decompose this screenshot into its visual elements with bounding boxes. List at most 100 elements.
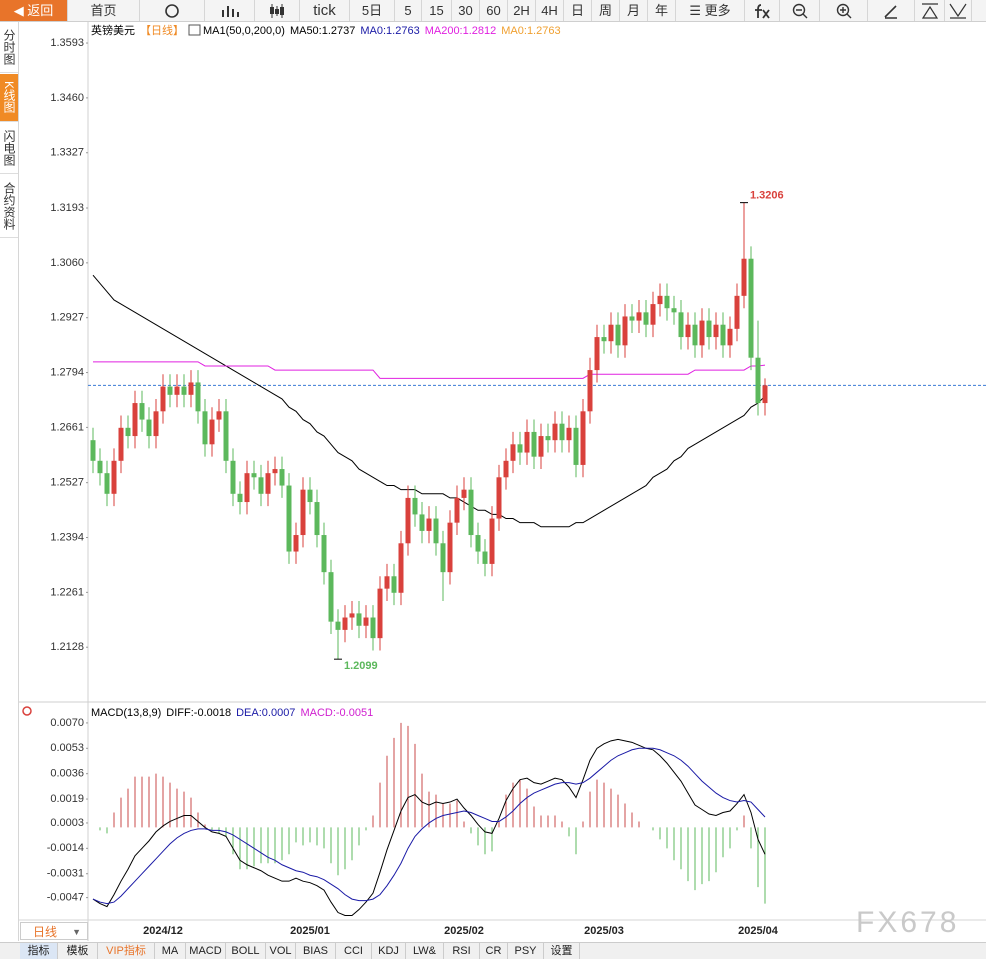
y-tick-label: 1.3193 [50,202,84,214]
period-button[interactable]: 日 [564,0,592,21]
period-button[interactable]: 周 [592,0,620,21]
x-tick-label: 2025/01 [290,925,330,937]
draw-button[interactable] [868,0,915,21]
candle-body [734,295,740,329]
side-tab[interactable]: 合约资料 [0,175,18,238]
icon [792,3,807,19]
back-button[interactable]: ◀ 返回 [0,0,68,21]
candle-body [223,411,229,461]
period-button[interactable]: 4H [536,0,564,21]
candle-body [552,423,558,441]
ma-line [93,361,766,379]
tab[interactable]: 指标 [20,943,58,959]
period-select[interactable]: 日线 ▼ [20,922,88,940]
candle-body [475,535,481,552]
tab[interactable]: RSI [444,943,480,959]
tool-button[interactable] [972,0,986,21]
candle-body [685,324,691,338]
tab[interactable]: LW& [406,943,444,959]
candle-body [503,460,509,478]
formula-button[interactable] [745,0,780,21]
label: ◀ [13,3,28,18]
tab[interactable]: VIP指标 [98,943,155,959]
period-button[interactable]: 年 [648,0,676,21]
x-tick-label: 2024/12 [143,925,183,937]
candle-body [104,473,110,494]
zoom-out[interactable] [780,0,820,21]
tab[interactable]: MACD [186,943,226,959]
candle-body [279,469,285,486]
y-tick-label: 0.0019 [50,793,84,805]
more-button[interactable]: ☰ 更多 [676,0,745,21]
period-button[interactable]: 2H [508,0,536,21]
candle-body [209,419,215,445]
high-label: 1.3206 [750,190,784,202]
candle-body [216,411,222,420]
y-tick-label: 1.2394 [50,531,84,543]
candle-body [195,382,201,412]
tab[interactable]: 模板 [58,943,98,959]
tool-button[interactable] [945,0,972,21]
y-tick-label: 0.0070 [50,717,84,729]
side-tab[interactable]: 闪电图 [0,123,18,174]
legend-item: MACD(13,8,9) [91,707,161,719]
period-button[interactable]: 15 [422,0,452,21]
legend-item: MACD:-0.0051 [300,707,373,719]
candle-body [174,386,180,395]
candle-body [160,386,166,412]
candle-body [272,469,278,474]
macd-line [92,747,766,905]
candle-button[interactable] [255,0,300,21]
tab[interactable]: 设置 [544,943,580,959]
side-tab-active[interactable]: K线图 [0,74,18,122]
y-tick-label: 1.2527 [50,477,84,489]
tab[interactable]: KDJ [372,943,406,959]
period-button[interactable]: 5日 [350,0,395,21]
period-button[interactable]: 5 [395,0,422,21]
candle-body [727,328,733,346]
tab[interactable]: BIAS [296,943,336,959]
candle-body [748,258,754,358]
candle-body [314,502,320,536]
icon: ☰ [689,3,705,18]
candle-body [559,423,565,441]
candle-body [181,386,187,395]
candle-body [433,518,439,544]
y-tick-label: 0.0003 [50,817,84,829]
label: 更多 [704,3,731,18]
candle-body [629,316,635,321]
tab[interactable]: VOL [266,943,296,959]
tab[interactable]: BOLL [226,943,266,959]
tab[interactable]: CR [480,943,508,959]
x-tick-label: 2025/02 [444,925,484,937]
candle-body [405,497,411,544]
period-button[interactable]: 60 [480,0,508,21]
toolbar: ◀ 返回 首页 tick 5日 5 15 30 60 2H 4H 日 周 月 年… [0,0,986,22]
candle-body [643,312,649,325]
refresh-button[interactable] [140,0,205,21]
side-tab[interactable]: 分时图 [0,22,18,73]
x-tick-label: 2025/03 [584,925,624,937]
y-tick-label: 1.2261 [50,586,84,598]
tab[interactable]: MA [155,943,186,959]
candle-body [244,473,250,503]
candle-body [265,473,271,494]
tab[interactable]: CCI [336,943,372,959]
period-button[interactable]: 30 [452,0,480,21]
period-tick[interactable]: tick [300,0,350,21]
chart-type-button[interactable] [205,0,255,21]
candle-body [139,403,145,420]
y-tick-label: -0.0047 [47,892,84,904]
tool-button[interactable] [915,0,945,21]
candle-body [489,518,495,564]
candle-body [601,337,607,342]
icon: ▼ [72,927,81,937]
candle-body [454,497,460,523]
home-button[interactable]: 首页 [68,0,140,21]
period-button[interactable]: 月 [620,0,648,21]
zoom-in[interactable] [820,0,868,21]
tab[interactable]: PSY [508,943,544,959]
candle-body [426,518,432,531]
y-tick-label: 0.0036 [50,768,84,780]
candle-body [608,324,614,342]
